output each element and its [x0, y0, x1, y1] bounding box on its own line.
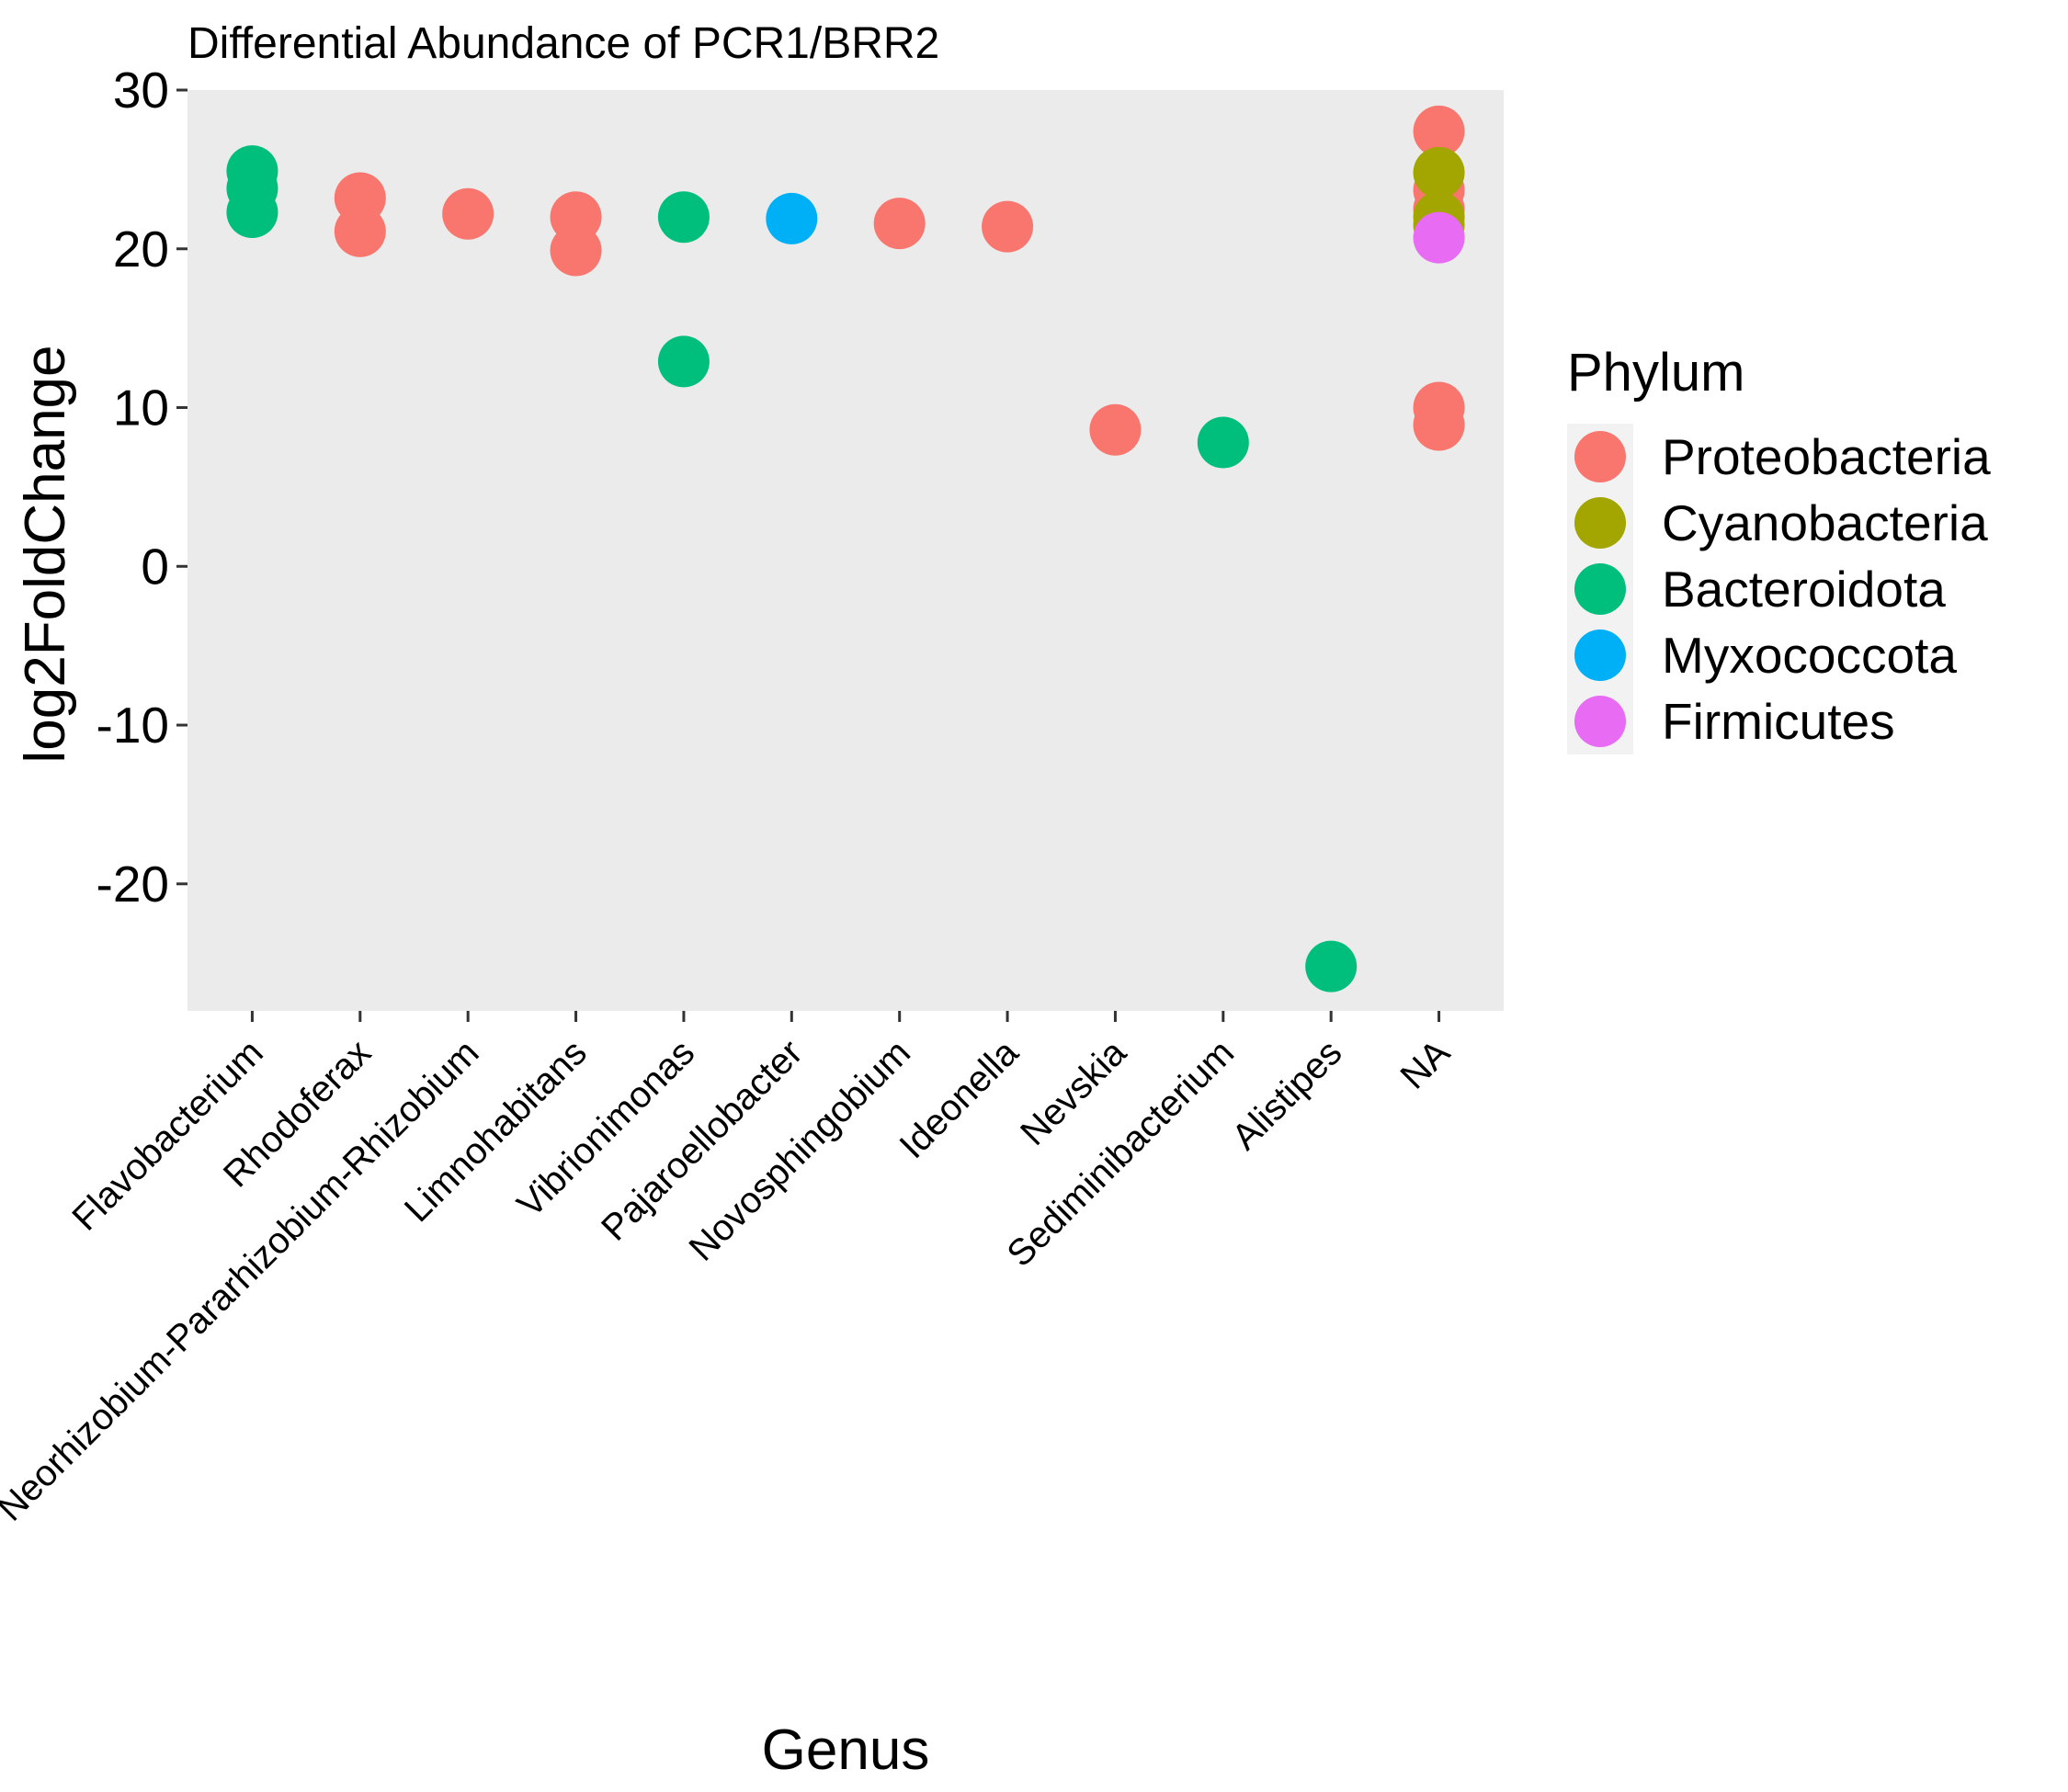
plot-panel — [187, 90, 1504, 1011]
y-tick-label: 10 — [113, 380, 169, 437]
legend-title: Phylum — [1567, 343, 1744, 403]
data-point — [1305, 940, 1358, 992]
y-axis: 30 20 10 0 -10 -20 — [97, 62, 187, 913]
legend-label: Cyanobacteria — [1662, 494, 1988, 551]
legend-key — [1574, 497, 1626, 549]
legend-key — [1574, 563, 1626, 615]
data-point — [982, 200, 1034, 253]
y-tick-label: 0 — [141, 538, 169, 595]
x-axis-title: Genus — [762, 1718, 930, 1782]
y-tick-label: 30 — [113, 62, 169, 119]
x-tick-label: Pajaroellobacter — [594, 1032, 811, 1249]
data-point — [657, 335, 710, 388]
legend-label: Myxococcota — [1662, 627, 1957, 684]
y-tick-label: 20 — [113, 221, 169, 278]
legend-key — [1574, 629, 1626, 681]
data-point — [334, 205, 386, 257]
data-point — [1197, 416, 1249, 469]
x-tick-label: Limnohabitans — [397, 1032, 595, 1230]
data-point — [766, 192, 818, 244]
legend-key — [1574, 696, 1626, 747]
data-point — [1413, 146, 1465, 198]
data-point — [1413, 211, 1465, 264]
y-tick-label: -10 — [97, 697, 170, 754]
data-point — [657, 191, 710, 244]
x-tick-label: Flavobacterium — [64, 1032, 270, 1238]
data-point — [1089, 403, 1142, 456]
data-point — [442, 187, 494, 240]
y-axis-title: log2FoldChange — [14, 345, 77, 763]
legend-label: Proteobacteria — [1662, 428, 1991, 485]
chart-title: Differential Abundance of PCR1/BRR2 — [187, 19, 939, 68]
x-tick-label: NA — [1393, 1032, 1459, 1097]
data-point — [873, 198, 926, 250]
x-tick-label: Ideonella — [892, 1032, 1027, 1166]
data-point — [1413, 105, 1465, 157]
y-tick-label: -20 — [97, 856, 170, 913]
legend: Phylum Proteobacteria Cyanobacteria Bacter… — [1567, 343, 1991, 754]
data-point — [1413, 399, 1465, 451]
data-points — [226, 105, 1465, 992]
legend-label: Bacteroidota — [1662, 561, 1946, 618]
data-point — [226, 187, 278, 239]
data-point — [550, 224, 602, 277]
legend-label: Firmicutes — [1662, 693, 1895, 750]
x-axis: FlavobacteriumRhodoferaxNeorhizobium-Par… — [0, 1011, 1458, 1529]
x-tick-label: Alistipes — [1224, 1032, 1349, 1157]
x-tick-label: Neorhizobium-Pararhizobium-Rhizobium — [0, 1032, 487, 1528]
legend-key — [1574, 431, 1626, 482]
